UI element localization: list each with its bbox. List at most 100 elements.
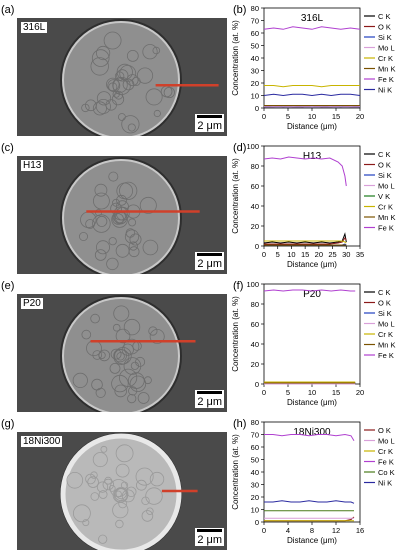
legend-label: Fe K bbox=[378, 351, 394, 360]
sem-grain bbox=[116, 63, 133, 81]
sem-grain bbox=[92, 214, 111, 233]
x-tick-label: 5 bbox=[286, 112, 290, 121]
legend-label: Cr K bbox=[378, 330, 393, 339]
x-tick-label: 10 bbox=[308, 388, 316, 397]
sem-grain bbox=[141, 510, 154, 522]
y-axis-label: Concentration (at. %) bbox=[231, 158, 240, 234]
sem-grain bbox=[111, 374, 129, 393]
series-line bbox=[264, 85, 360, 88]
sem-grain bbox=[127, 123, 136, 132]
y-tick-label: 20 bbox=[251, 79, 259, 88]
sem-grain bbox=[100, 445, 108, 453]
sem-grain bbox=[81, 329, 92, 340]
sem-grain bbox=[96, 481, 109, 493]
sem-grain bbox=[94, 183, 108, 197]
legend-label: Mn K bbox=[378, 65, 396, 74]
series-line bbox=[264, 240, 347, 244]
sem-image-1: 316L 2 μm bbox=[17, 18, 227, 136]
sem-grain bbox=[103, 31, 122, 50]
sem-grain bbox=[119, 65, 137, 82]
sem-grain bbox=[95, 387, 106, 398]
sem-grain bbox=[137, 392, 150, 404]
panel-letter-chart-3: (f) bbox=[233, 280, 244, 292]
legend-label: C K bbox=[378, 288, 391, 297]
sem-grain bbox=[152, 46, 161, 55]
sem-grain bbox=[119, 181, 138, 200]
y-tick-label: 40 bbox=[251, 54, 259, 63]
sample-label-1: 316L bbox=[21, 22, 48, 33]
chart-4: 0 10 20 30 40 50 60 70 80 0 4 8 12 16 Distance (μm) Con… bbox=[230, 418, 405, 546]
sem-grain bbox=[96, 215, 108, 227]
sem-grain bbox=[111, 93, 125, 106]
sem-micrograph-3 bbox=[17, 294, 227, 412]
legend-label: Mn K bbox=[378, 341, 396, 350]
sem-grain bbox=[85, 473, 96, 485]
y-tick-label: 40 bbox=[251, 202, 259, 211]
x-tick-label: 10 bbox=[308, 112, 316, 121]
scale-bar-4: 2 μm bbox=[195, 528, 224, 546]
scale-bar-label: 2 μm bbox=[197, 396, 222, 408]
sem-grain bbox=[121, 115, 140, 134]
sem-image-3: P20 2 μm bbox=[17, 294, 227, 412]
x-tick-label: 12 bbox=[332, 526, 340, 535]
series-line bbox=[264, 433, 355, 442]
x-tick-label: 20 bbox=[356, 112, 364, 121]
sem-texture bbox=[72, 305, 165, 404]
chart-title: 18Ni300 bbox=[293, 427, 331, 438]
sem-grain bbox=[129, 375, 147, 393]
scale-bar-label: 2 μm bbox=[197, 258, 222, 270]
legend-label: Mo L bbox=[378, 437, 395, 446]
legend-label: Si K bbox=[378, 33, 392, 42]
chart-1: 0 10 20 30 40 50 60 70 80 0 5 10 15 20 Distance (μm) Co… bbox=[230, 4, 405, 132]
sem-grain bbox=[90, 492, 100, 501]
sem-grain bbox=[92, 452, 108, 468]
sem-grain bbox=[141, 496, 150, 505]
scale-bar-line bbox=[197, 529, 222, 532]
y-tick-label: 10 bbox=[251, 92, 259, 101]
sem-grain bbox=[124, 229, 140, 244]
sem-grain bbox=[115, 519, 124, 529]
sem-grain bbox=[136, 67, 154, 84]
sem-grain bbox=[129, 233, 142, 246]
sem-grain bbox=[115, 490, 122, 498]
legend-label: Fe K bbox=[378, 458, 394, 467]
y-tick-label: 100 bbox=[246, 142, 259, 151]
x-tick-label: 35 bbox=[356, 250, 364, 259]
x-tick-label: 5 bbox=[286, 388, 290, 397]
sem-grain bbox=[135, 356, 146, 367]
scale-bar-line bbox=[197, 253, 222, 256]
x-tick-label: 0 bbox=[262, 250, 266, 259]
y-tick-label: 50 bbox=[251, 42, 259, 51]
sem-grain bbox=[96, 91, 112, 106]
y-tick-label: 0 bbox=[255, 380, 259, 389]
sem-grain bbox=[148, 326, 158, 336]
chart-2: 0 20 40 60 80 100 0 5 10 15 20 25 30 35 Distance (μm) C… bbox=[230, 142, 405, 270]
sem-grain bbox=[118, 113, 126, 121]
legend-label: Mo L bbox=[378, 44, 395, 53]
sem-grain bbox=[91, 49, 110, 67]
legend-label: Cr K bbox=[378, 203, 393, 212]
y-axis-label: Concentration (at. %) bbox=[231, 20, 240, 96]
x-axis-label: Distance (μm) bbox=[287, 122, 337, 131]
sem-grain bbox=[114, 90, 124, 100]
sem-grain bbox=[142, 44, 158, 60]
x-tick-label: 30 bbox=[342, 250, 350, 259]
sem-grain bbox=[112, 502, 129, 519]
series-line bbox=[264, 237, 347, 245]
chart-svg-3: 0 20 40 60 80 100 0 5 10 15 20 Distance (μm) Concent… bbox=[231, 280, 396, 407]
legend-label: Fe K bbox=[378, 75, 394, 84]
sem-grain bbox=[79, 232, 89, 242]
sem-grain bbox=[139, 196, 157, 214]
series-line bbox=[263, 289, 356, 292]
sem-micrograph-4 bbox=[17, 432, 227, 550]
scale-bar-1: 2 μm bbox=[195, 114, 224, 132]
x-tick-label: 20 bbox=[315, 250, 323, 259]
chart-3: 0 20 40 60 80 100 0 5 10 15 20 Distance (μm) Concent… bbox=[230, 280, 405, 408]
y-tick-label: 40 bbox=[251, 468, 259, 477]
x-tick-label: 20 bbox=[356, 388, 364, 397]
y-tick-label: 50 bbox=[251, 456, 259, 465]
sem-grain bbox=[115, 243, 130, 258]
x-tick-label: 25 bbox=[328, 250, 336, 259]
sem-grain bbox=[96, 45, 111, 61]
sem-micrograph-1 bbox=[17, 18, 227, 136]
